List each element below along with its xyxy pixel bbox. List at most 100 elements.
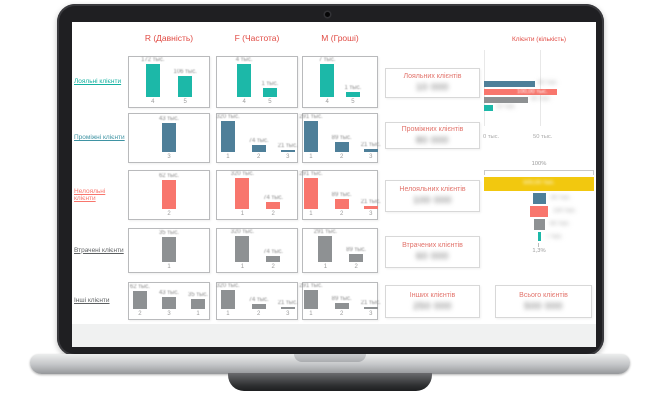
count-bar-1[interactable]	[484, 81, 535, 87]
kpi-card-1[interactable]: Лояльних клієнтів 10 000	[385, 68, 480, 98]
chart-f-segment-3[interactable]: 320 тыс. 1 74 тыс. 2	[216, 170, 298, 220]
bar[interactable]	[334, 303, 349, 309]
clients-funnel-chart[interactable]: 100% 500,00 тыс. 80 тыс. 100 тыс. 60 тыс. 7 …	[483, 161, 595, 280]
axis-tick: 2	[339, 311, 344, 317]
bar[interactable]	[280, 307, 295, 309]
chart-m-segment-1[interactable]: 7 тыс. 4 1 тыс. 5	[302, 56, 378, 108]
chart-r-segment-5[interactable]: 62 тыс. 2 43 тыс. 3 35 тыс. 1	[128, 282, 210, 320]
bar[interactable]	[318, 236, 333, 262]
funnel-bar-3[interactable]	[530, 206, 548, 217]
segment-label-5[interactable]: Інші клієнти	[74, 297, 110, 305]
count-bar-2[interactable]	[484, 89, 557, 95]
bar[interactable]	[145, 64, 160, 97]
funnel-bottom-tick	[538, 243, 539, 247]
bar[interactable]	[161, 297, 176, 309]
laptop-base	[30, 354, 630, 374]
clients-count-chart[interactable]: Клієнти (кількість) 0 тыс. 50 тыс. 80 ты…	[483, 36, 595, 140]
count-bar-3[interactable]	[484, 97, 528, 103]
segment-label-1[interactable]: Лояльні клієнти	[74, 78, 122, 86]
axis-tick: 5	[268, 99, 272, 105]
bar[interactable]	[345, 92, 360, 97]
bar[interactable]	[262, 88, 277, 97]
bars: 4 тыс. 4 1 тыс. 5	[217, 57, 297, 107]
chart-m-segment-5[interactable]: 291 тыс. 1 89 тыс. 2 21 тыс. 3	[299, 282, 381, 320]
bar-value-label: 74 тыс.	[263, 249, 284, 255]
bar[interactable]	[303, 290, 318, 309]
chart-r-segment-2[interactable]: 43 тыс. 3	[128, 113, 210, 163]
bar[interactable]	[161, 180, 176, 209]
chart-r-segment-4[interactable]: 35 тыс. 1	[128, 228, 210, 273]
bar-value-label: 291 тыс.	[313, 229, 338, 235]
bar-group: 74 тыс. 2	[249, 114, 269, 161]
bar[interactable]	[251, 145, 266, 152]
total-clients-card[interactable]: Всього клієнтів 500 000	[495, 285, 592, 318]
bar[interactable]	[334, 142, 349, 152]
chart-m-segment-3[interactable]: 291 тыс. 1 89 тыс. 2 21 тыс. 3	[299, 170, 381, 220]
bar[interactable]	[191, 299, 206, 309]
kpi-card-2[interactable]: Проміжних клієнтів 80 000	[385, 122, 480, 149]
card-value: 10 000	[416, 82, 449, 93]
bar[interactable]	[266, 202, 281, 209]
chart-f-segment-4[interactable]: 320 тыс. 1 74 тыс. 2	[216, 228, 298, 273]
bar[interactable]	[132, 291, 147, 309]
kpi-card-4[interactable]: Втрачених клієнтів 60 000	[385, 236, 480, 268]
bar[interactable]	[266, 256, 281, 262]
bars: 43 тыс. 3	[129, 114, 209, 162]
bar-group: 35 тыс. 1	[188, 283, 208, 318]
funnel-bar-2[interactable]	[533, 193, 546, 204]
chart-m-segment-2[interactable]: 291 тыс. 1 89 тыс. 2 21 тыс. 3	[299, 113, 381, 163]
chart-m-segment-4[interactable]: 291 тыс. 1 89 тыс. 2	[302, 228, 378, 273]
bar[interactable]	[161, 123, 176, 152]
count-chart-title: Клієнти (кількість)	[511, 36, 567, 43]
bar[interactable]	[235, 178, 250, 209]
bar-group: 21 тыс. 3	[361, 114, 381, 161]
chart-r-segment-3[interactable]: 62 тыс. 2	[128, 170, 210, 220]
kpi-card-3[interactable]: Нелояльних клієнтів 100 000	[385, 180, 480, 212]
funnel-bar-4[interactable]	[534, 219, 545, 230]
kpi-card-5[interactable]: Інших клієнтів 250 000	[385, 285, 480, 318]
laptop-stand	[228, 373, 432, 391]
segment-label-4[interactable]: Втрачені клієнти	[74, 246, 124, 254]
chart-f-segment-5[interactable]: 320 тыс. 1 74 тыс. 2 21 тыс. 3	[216, 282, 298, 320]
bar[interactable]	[303, 178, 318, 209]
bar[interactable]	[303, 121, 318, 152]
axis-tick: 1	[309, 311, 313, 317]
chart-f-segment-1[interactable]: 4 тыс. 4 1 тыс. 5	[216, 56, 298, 108]
axis-tick: 3	[369, 154, 373, 160]
bar[interactable]	[363, 149, 378, 152]
funnel-bar-1[interactable]	[484, 177, 594, 191]
bar[interactable]	[320, 64, 335, 97]
funnel-bar-5[interactable]	[538, 232, 541, 241]
bar-group: 21 тыс. 3	[361, 171, 381, 218]
bar[interactable]	[220, 290, 235, 309]
bar[interactable]	[349, 254, 364, 262]
bar[interactable]	[363, 307, 378, 309]
card-value: 80 000	[416, 134, 449, 146]
laptop-lid: R (Давність) F (Частота) M (Гроші) Лояль…	[57, 4, 604, 356]
bar[interactable]	[220, 121, 235, 152]
bar[interactable]	[178, 76, 193, 97]
bar-value-label: 89 тыс.	[331, 192, 352, 198]
bar[interactable]	[237, 64, 252, 97]
bar[interactable]	[251, 304, 266, 309]
x-tick-0: 0 тыс.	[483, 134, 500, 140]
count-bar-4[interactable]	[484, 105, 493, 111]
chart-r-segment-1[interactable]: 172 тыс. 4 106 тыс. 5	[128, 56, 210, 108]
card-title: Лояльних клієнтів	[403, 73, 462, 80]
chart-f-segment-2[interactable]: 320 тыс. 1 74 тыс. 2 21 тыс. 3	[216, 113, 298, 163]
bar[interactable]	[363, 206, 378, 209]
total-card-value: 500 000	[524, 300, 563, 312]
bar[interactable]	[280, 150, 295, 152]
bar[interactable]	[235, 236, 250, 262]
axis-tick: 3	[167, 311, 171, 317]
bar[interactable]	[334, 199, 349, 209]
segment-label-2[interactable]: Проміжні клієнти	[74, 134, 125, 142]
axis-tick: 2	[167, 211, 171, 217]
bar-value-label: 89 тыс.	[346, 247, 367, 253]
bar-group: 291 тыс. 1	[299, 283, 322, 318]
card-title: Інших клієнтів	[409, 291, 456, 299]
bar[interactable]	[161, 237, 176, 262]
segment-label-3[interactable]: Нелояльні клієнти	[74, 187, 106, 202]
card-value: 250 000	[413, 300, 452, 312]
